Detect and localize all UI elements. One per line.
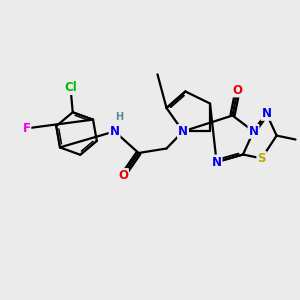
Text: N: N <box>248 125 259 138</box>
Text: N: N <box>212 155 222 169</box>
Text: O: O <box>118 169 128 182</box>
Text: N: N <box>110 125 120 138</box>
Text: N: N <box>178 125 188 138</box>
Text: O: O <box>232 83 243 97</box>
Text: N: N <box>261 107 272 120</box>
Text: H: H <box>115 112 124 122</box>
Text: Cl: Cl <box>64 81 77 94</box>
Text: S: S <box>257 152 266 165</box>
Text: F: F <box>22 122 30 135</box>
